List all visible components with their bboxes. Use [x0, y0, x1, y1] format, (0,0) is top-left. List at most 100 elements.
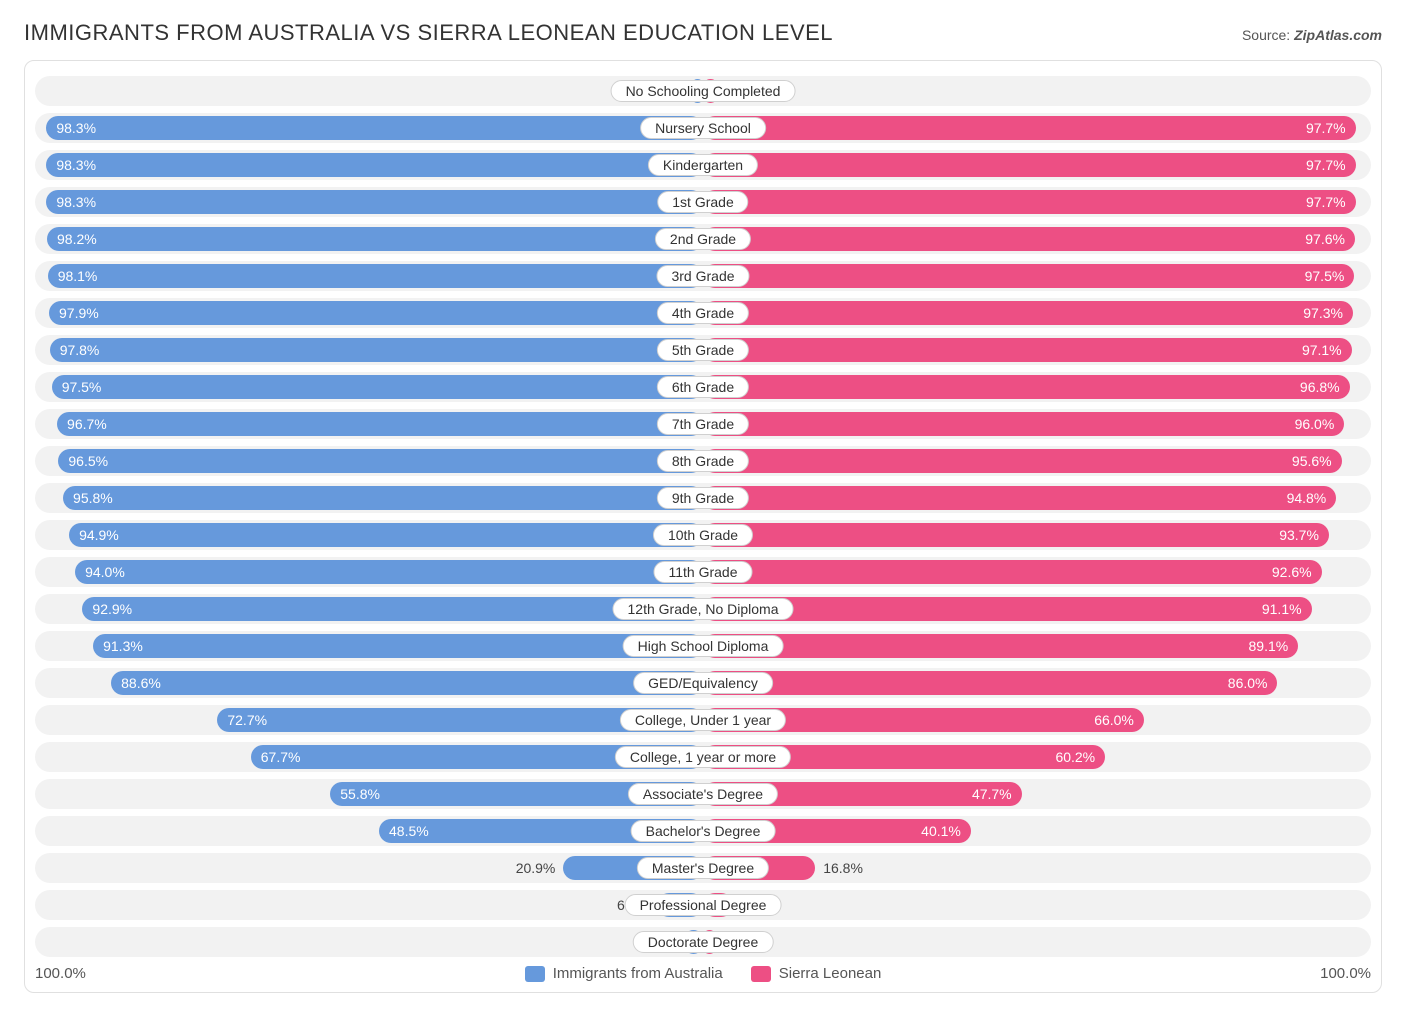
- legend-item: Immigrants from Australia: [525, 965, 723, 982]
- category-label: 2nd Grade: [655, 228, 751, 250]
- left-value: 96.7%: [57, 416, 117, 432]
- right-half: 94.8%: [703, 483, 1371, 513]
- chart-row: 91.3% 89.1%High School Diploma: [35, 631, 1371, 661]
- category-label: 12th Grade, No Diploma: [613, 598, 794, 620]
- chart-row: 94.9%93.7%10th Grade: [35, 520, 1371, 550]
- category-label: Master's Degree: [637, 857, 769, 879]
- category-label: 5th Grade: [657, 339, 749, 361]
- right-bar: [703, 301, 1353, 325]
- left-half: 92.9%: [35, 594, 703, 624]
- source-value: ZipAtlas.com: [1294, 27, 1382, 43]
- category-label: College, 1 year or more: [615, 746, 791, 768]
- category-label: No Schooling Completed: [611, 80, 796, 102]
- right-half: 96.8%: [703, 372, 1371, 402]
- chart-row: 88.6%86.0%GED/Equivalency: [35, 668, 1371, 698]
- right-bar: [703, 116, 1356, 140]
- right-value: 97.7%: [1296, 120, 1356, 136]
- right-half: 47.7%: [703, 779, 1371, 809]
- right-value: 96.8%: [1290, 379, 1350, 395]
- left-value: 92.9%: [82, 601, 142, 617]
- left-value: 96.5%: [58, 453, 118, 469]
- right-half: 89.1%: [703, 631, 1371, 661]
- right-bar: [703, 190, 1356, 214]
- right-value: 16.8%: [815, 860, 863, 876]
- right-bar: [703, 449, 1342, 473]
- right-half: 2.0%: [703, 927, 1371, 957]
- right-half: 97.7%: [703, 113, 1371, 143]
- category-label: 6th Grade: [657, 376, 749, 398]
- left-bar: [52, 375, 703, 399]
- left-half: 97.8%: [35, 335, 703, 365]
- category-label: 4th Grade: [657, 302, 749, 324]
- right-value: 91.1%: [1252, 601, 1312, 617]
- right-half: 91.1%: [703, 594, 1371, 624]
- right-value: 96.0%: [1285, 416, 1345, 432]
- right-bar: [703, 560, 1322, 584]
- left-half: 95.8%: [35, 483, 703, 513]
- chart-row: 72.7%66.0%College, Under 1 year: [35, 705, 1371, 735]
- right-value: 97.1%: [1292, 342, 1352, 358]
- left-value: 95.8%: [63, 490, 123, 506]
- legend-item: Sierra Leonean: [751, 965, 882, 982]
- legend: Immigrants from Australia Sierra Leonean: [86, 965, 1320, 982]
- right-half: 97.5%: [703, 261, 1371, 291]
- category-label: 8th Grade: [657, 450, 749, 472]
- right-half: 97.7%: [703, 187, 1371, 217]
- right-half: 97.7%: [703, 150, 1371, 180]
- right-bar: [703, 486, 1336, 510]
- chart-row: 98.2%97.6%2nd Grade: [35, 224, 1371, 254]
- left-bar: [63, 486, 703, 510]
- legend-swatch: [751, 966, 771, 982]
- right-value: 97.5%: [1295, 268, 1355, 284]
- chart-row: 95.8%94.8%9th Grade: [35, 483, 1371, 513]
- right-value: 60.2%: [1045, 749, 1105, 765]
- right-value: 40.1%: [911, 823, 971, 839]
- right-bar: [703, 375, 1350, 399]
- right-half: 66.0%: [703, 705, 1371, 735]
- category-label: 3rd Grade: [656, 265, 749, 287]
- right-value: 86.0%: [1218, 675, 1278, 691]
- left-half: 98.1%: [35, 261, 703, 291]
- chart-title: IMMIGRANTS FROM AUSTRALIA VS SIERRA LEON…: [24, 20, 833, 46]
- left-value: 97.9%: [49, 305, 109, 321]
- chart-row: 67.7% 60.2% College, 1 year or more: [35, 742, 1371, 772]
- left-value: 88.6%: [111, 675, 171, 691]
- left-half: 94.0%: [35, 557, 703, 587]
- left-half: 98.3%: [35, 187, 703, 217]
- category-label: Doctorate Degree: [633, 931, 774, 953]
- axis-max-right: 100.0%: [1320, 965, 1371, 982]
- right-value: 92.6%: [1262, 564, 1322, 580]
- right-value: 47.7%: [962, 786, 1022, 802]
- right-half: 97.6%: [703, 224, 1371, 254]
- left-value: 94.9%: [69, 527, 129, 543]
- left-value: 94.0%: [75, 564, 135, 580]
- chart-row: 96.5% 95.6% 8th Grade: [35, 446, 1371, 476]
- left-bar: [69, 523, 703, 547]
- left-value: 98.3%: [46, 157, 106, 173]
- right-value: 95.6%: [1282, 453, 1342, 469]
- left-half: 94.9%: [35, 520, 703, 550]
- chart-row: 97.8% 97.1% 5th Grade: [35, 335, 1371, 365]
- right-half: 60.2%: [703, 742, 1371, 772]
- right-bar: [703, 412, 1344, 436]
- chart-row: 98.3%97.7%1st Grade: [35, 187, 1371, 217]
- left-bar: [58, 449, 703, 473]
- right-half: 97.1%: [703, 335, 1371, 365]
- chart-row: 2.8%2.0%Doctorate Degree: [35, 927, 1371, 957]
- left-half: 6.9%: [35, 890, 703, 920]
- category-label: High School Diploma: [623, 635, 784, 657]
- left-bar: [50, 338, 703, 362]
- category-label: College, Under 1 year: [620, 709, 786, 731]
- left-value: 67.7%: [251, 749, 311, 765]
- right-value: 97.7%: [1296, 157, 1356, 173]
- chart-row: 94.0%92.6%11th Grade: [35, 557, 1371, 587]
- chart-row: 97.9%97.3%4th Grade: [35, 298, 1371, 328]
- left-value: 91.3%: [93, 638, 153, 654]
- left-value: 98.3%: [46, 120, 106, 136]
- chart-header: IMMIGRANTS FROM AUSTRALIA VS SIERRA LEON…: [24, 20, 1382, 46]
- right-half: 92.6%: [703, 557, 1371, 587]
- left-bar: [57, 412, 703, 436]
- source-attribution: Source: ZipAtlas.com: [1242, 27, 1382, 43]
- chart-row: 1.7%2.3%No Schooling Completed: [35, 76, 1371, 106]
- left-value: 20.9%: [516, 860, 564, 876]
